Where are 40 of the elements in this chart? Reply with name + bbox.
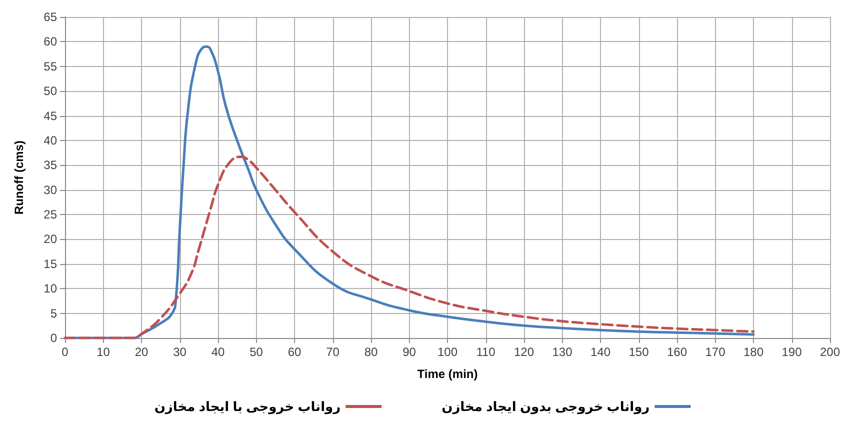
y-tick-label: 60	[44, 34, 58, 49]
x-tick-label: 90	[402, 345, 416, 359]
y-tick-label: 5	[50, 306, 58, 320]
y-tick-label: 15	[44, 256, 58, 271]
x-tick-label: 120	[514, 345, 534, 359]
x-tick-label: 30	[173, 345, 187, 359]
x-tick-label: 80	[364, 345, 378, 359]
x-tick-label: 190	[782, 345, 802, 359]
y-tick-label: 35	[44, 158, 58, 172]
x-tick-label: 170	[705, 345, 726, 359]
x-axis-title: Time (min)	[417, 367, 478, 381]
x-tick-label: 150	[628, 345, 650, 359]
x-tick-label: 160	[666, 345, 688, 359]
line-series	[64, 156, 755, 340]
legend-label: رواناب خروجی با ایجاد مخازن	[154, 399, 341, 415]
x-tick-label: 70	[326, 345, 340, 359]
x-tick-label: 0	[62, 345, 69, 359]
legend-label: رواناب خروجی بدون ایجاد مخازن	[442, 399, 650, 415]
x-tick-label: 100	[437, 345, 458, 359]
y-tick-label: 30	[44, 182, 58, 197]
x-tick-label: 180	[743, 345, 764, 359]
y-tick-label: 20	[44, 232, 58, 246]
x-tick-label: 50	[250, 345, 264, 359]
x-tick-label: 20	[134, 345, 148, 359]
y-tick-label: 55	[44, 59, 58, 74]
x-tick-label: 60	[288, 345, 302, 359]
x-tick-label: 130	[552, 345, 573, 359]
y-tick-label: 0	[50, 331, 58, 345]
x-tick-label: 40	[211, 345, 225, 359]
x-tick-label: 200	[820, 345, 840, 359]
y-tick-label: 65	[44, 10, 58, 24]
x-tick-label: 110	[476, 345, 496, 359]
x-tick-label: 140	[590, 345, 611, 359]
y-tick-label: 40	[44, 133, 58, 148]
y-tick-label: 50	[44, 84, 58, 98]
y-tick-label: 10	[44, 282, 58, 296]
y-axis-title: Runoff (cms)	[12, 140, 26, 214]
y-tick-label: 25	[44, 208, 58, 222]
x-tick-label: 10	[96, 345, 110, 359]
y-tick-label: 45	[44, 108, 58, 123]
